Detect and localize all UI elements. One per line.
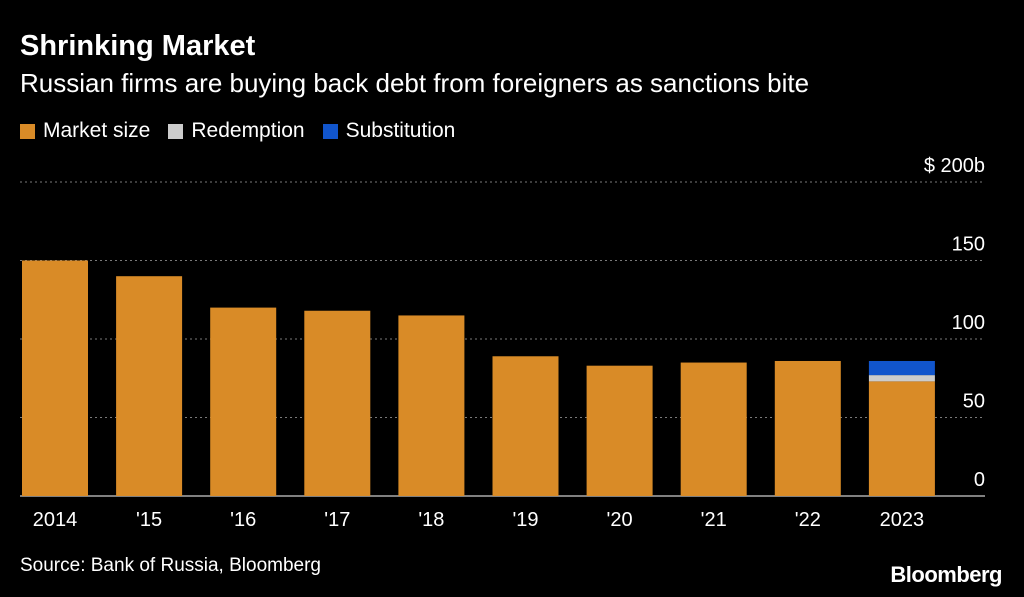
chart-subtitle: Russian firms are buying back debt from … bbox=[20, 68, 810, 98]
legend-label-redemption: Redemption bbox=[191, 119, 305, 142]
bar-market-size-22 bbox=[774, 360, 841, 496]
x-tick-label-17: '17 bbox=[324, 509, 350, 531]
bar-market-size-17 bbox=[304, 310, 371, 496]
legend-item-redemption: Redemption bbox=[168, 119, 305, 143]
bar-market-size-2023 bbox=[868, 381, 935, 496]
bar-substitution-2023 bbox=[868, 360, 935, 376]
bar-market-size-19 bbox=[492, 356, 559, 496]
y-tick-label-150: 150 bbox=[952, 234, 985, 256]
bar-market-size-18 bbox=[398, 315, 465, 496]
bar-redemption-2023 bbox=[868, 375, 935, 382]
y-tick-label-0: 0 bbox=[974, 469, 985, 491]
legend-label-substitution: Substitution bbox=[345, 119, 456, 142]
x-tick-label-16: '16 bbox=[230, 509, 256, 531]
legend: Market size Redemption Substitution bbox=[20, 119, 473, 143]
y-tick-label-200: $ 200b bbox=[924, 155, 985, 177]
x-tick-label-19: '19 bbox=[512, 509, 538, 531]
x-tick-label-2014: 2014 bbox=[33, 509, 78, 531]
x-tick-label-15: '15 bbox=[136, 509, 162, 531]
legend-item-substitution: Substitution bbox=[322, 119, 456, 143]
bloomberg-logo: Bloomberg bbox=[890, 562, 1002, 587]
x-tick-label-2023: 2023 bbox=[880, 509, 925, 531]
bar-market-size-20 bbox=[586, 365, 653, 496]
chart-title: Shrinking Market bbox=[20, 30, 256, 62]
y-tick-label-100: 100 bbox=[952, 312, 985, 334]
legend-label-market-size: Market size bbox=[43, 119, 151, 142]
x-tick-label-21: '21 bbox=[701, 509, 727, 531]
bar-market-size-21 bbox=[680, 362, 747, 496]
y-tick-label-50: 50 bbox=[963, 391, 985, 413]
legend-swatch-substitution bbox=[322, 123, 338, 139]
x-tick-label-22: '22 bbox=[795, 509, 821, 531]
bar-market-size-15 bbox=[116, 276, 183, 496]
x-tick-label-18: '18 bbox=[418, 509, 444, 531]
bar-market-size-2014 bbox=[22, 260, 88, 496]
bar-market-size-16 bbox=[210, 307, 277, 496]
legend-item-market-size: Market size bbox=[20, 119, 150, 143]
legend-swatch-redemption bbox=[168, 123, 184, 139]
source-note: Source: Bank of Russia, Bloomberg bbox=[20, 555, 321, 576]
x-tick-label-20: '20 bbox=[607, 509, 633, 531]
legend-swatch-market-size bbox=[20, 123, 35, 139]
